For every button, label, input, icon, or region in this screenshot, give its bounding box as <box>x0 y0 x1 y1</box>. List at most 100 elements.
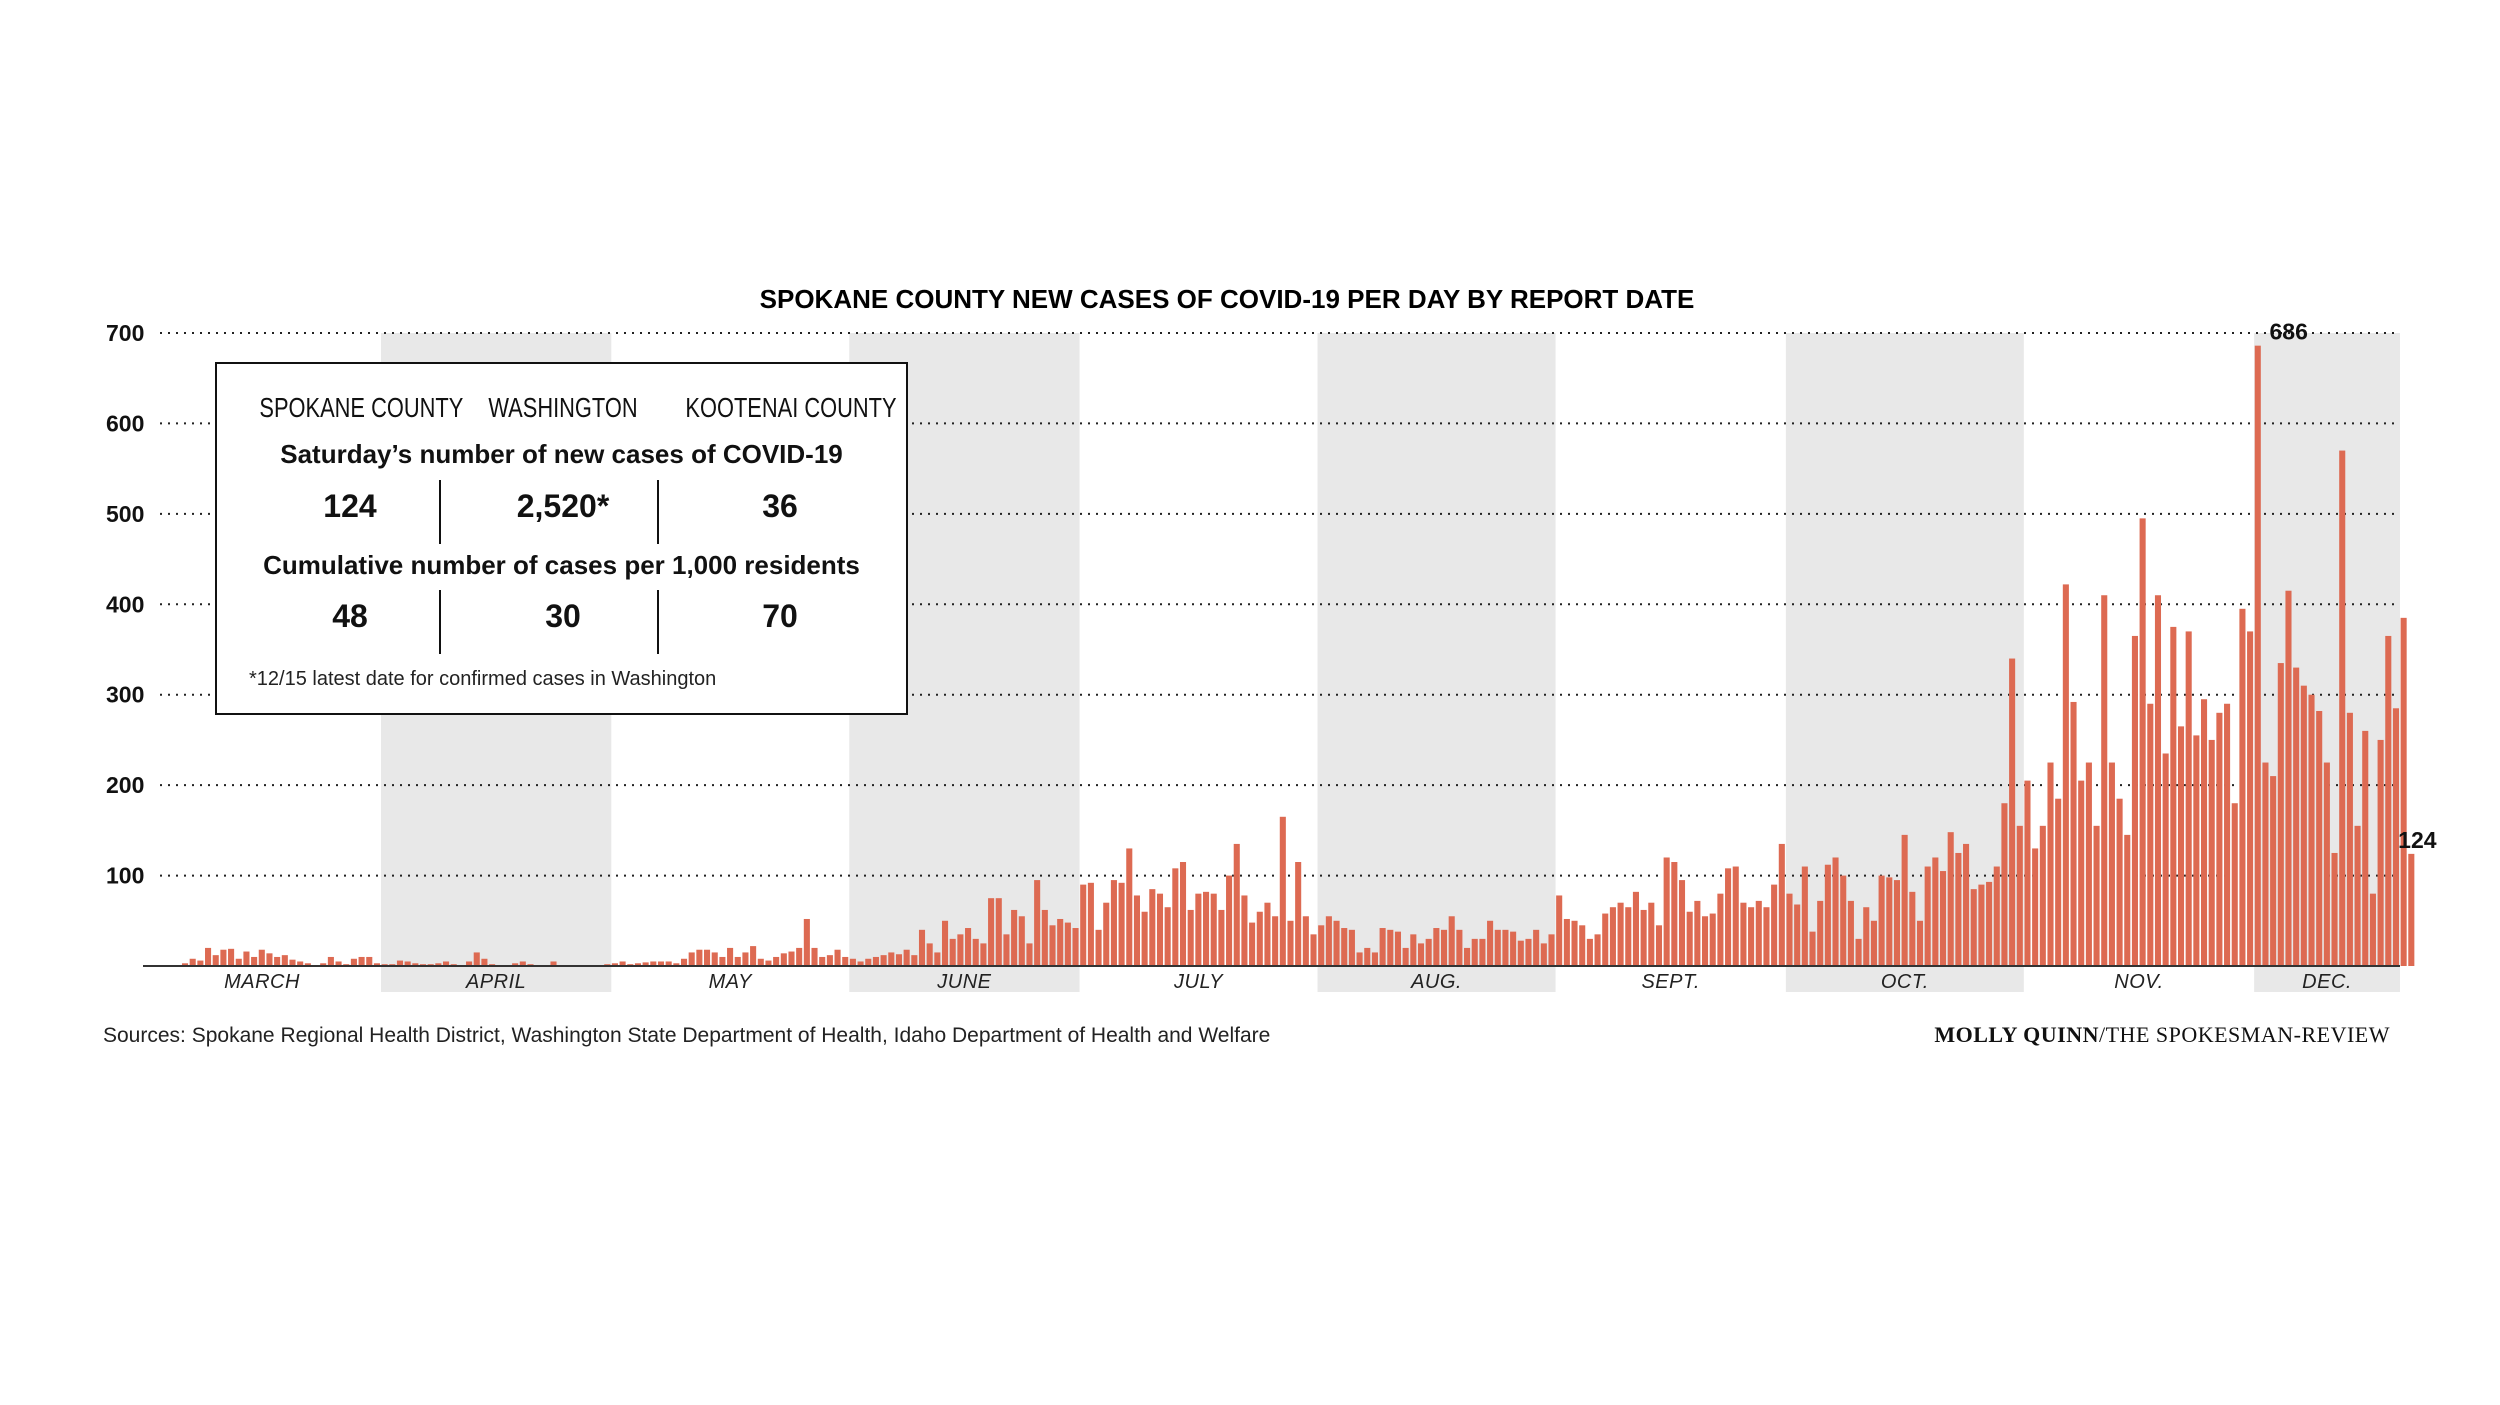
bar <box>2001 803 2008 966</box>
bar <box>2124 834 2131 966</box>
bar <box>2108 762 2115 966</box>
bar <box>1709 913 1716 966</box>
bar <box>634 963 641 966</box>
bar <box>2185 631 2192 966</box>
bar <box>1394 931 1402 966</box>
bar <box>1970 889 1977 966</box>
bar <box>1640 909 1647 966</box>
bar <box>1417 943 1425 966</box>
saturday-new-cases-label: Saturday’s number of new cases of COVID-… <box>280 439 843 469</box>
bar <box>834 949 841 966</box>
bar <box>2385 635 2392 966</box>
bar <box>2154 595 2162 966</box>
bar <box>1118 882 1125 966</box>
bar <box>512 963 519 966</box>
bar <box>1049 925 1056 966</box>
month-shade <box>1317 333 1556 992</box>
bar <box>2323 762 2330 966</box>
bar <box>980 943 987 966</box>
divider <box>657 480 659 544</box>
bar <box>1778 843 1785 966</box>
header-kootenai-county: KOOTENAI COUNTY <box>685 392 897 423</box>
bar <box>2331 852 2338 966</box>
bar <box>1870 920 1877 966</box>
bar <box>2247 631 2254 966</box>
bar <box>2070 701 2077 966</box>
bar <box>911 955 918 966</box>
bar <box>2016 825 2023 966</box>
bar <box>1133 895 1140 966</box>
bar <box>727 947 734 966</box>
bar <box>1471 938 1478 966</box>
bar <box>742 952 749 966</box>
bar <box>1172 868 1179 966</box>
bar <box>780 953 787 966</box>
bar <box>1494 929 1501 966</box>
bar <box>1072 928 1079 966</box>
bar <box>2308 694 2315 966</box>
bar <box>1356 952 1363 966</box>
bar <box>1164 907 1171 966</box>
bar <box>1241 895 1248 966</box>
bar <box>1302 916 1309 966</box>
bar <box>1832 857 1839 966</box>
bar <box>2316 710 2323 966</box>
bar <box>1279 816 1286 966</box>
bar <box>550 961 557 966</box>
bar <box>872 956 879 966</box>
bar <box>1256 911 1263 966</box>
bar <box>903 949 910 966</box>
bar <box>205 947 212 966</box>
bar <box>1487 920 1494 966</box>
bar <box>1586 938 1593 966</box>
y-tick-label: 100 <box>106 863 144 889</box>
x-tick-label: SEPT. <box>1641 971 1699 993</box>
bar <box>1847 900 1854 966</box>
bar <box>1801 866 1808 966</box>
bar <box>819 956 826 966</box>
washington-cumulative: 30 <box>545 598 581 634</box>
bar <box>2262 762 2269 966</box>
bar <box>1855 938 1862 966</box>
bar <box>1702 916 1709 966</box>
bar <box>1540 943 1547 966</box>
annotations: 686 124 <box>2269 319 2436 853</box>
bar <box>918 929 926 966</box>
sources-note: Sources: Spokane Regional Health Distric… <box>103 1024 1271 1047</box>
bar <box>1348 929 1355 966</box>
bar <box>2139 518 2146 966</box>
bar <box>1333 920 1340 966</box>
bar <box>1901 834 1908 966</box>
bar <box>1878 875 1885 966</box>
bar <box>1318 925 1325 966</box>
bar <box>1295 862 1302 966</box>
x-tick-label: JUNE <box>936 971 991 993</box>
bar <box>1678 880 1686 966</box>
bar <box>2216 712 2223 966</box>
bar <box>1402 947 1409 966</box>
bar <box>2224 703 2231 966</box>
bar <box>1410 934 1417 966</box>
bar <box>1525 938 1532 966</box>
bar <box>1103 902 1110 966</box>
bar <box>2377 739 2384 966</box>
bar <box>1763 907 1770 966</box>
bar <box>435 963 442 966</box>
bar <box>1464 947 1471 966</box>
divider <box>439 480 441 544</box>
bar <box>1003 934 1010 966</box>
bar <box>665 961 672 966</box>
bar <box>274 956 281 966</box>
y-tick-label: 500 <box>106 501 144 527</box>
bar <box>1126 848 1133 966</box>
bar <box>680 958 688 966</box>
bar <box>1179 862 1187 966</box>
bar <box>1287 920 1294 966</box>
bar <box>880 955 887 966</box>
bar <box>320 963 327 966</box>
bar <box>857 961 864 966</box>
bar <box>1755 900 1762 966</box>
bar <box>1425 938 1432 966</box>
bar <box>1057 918 1064 966</box>
bar <box>719 956 726 966</box>
